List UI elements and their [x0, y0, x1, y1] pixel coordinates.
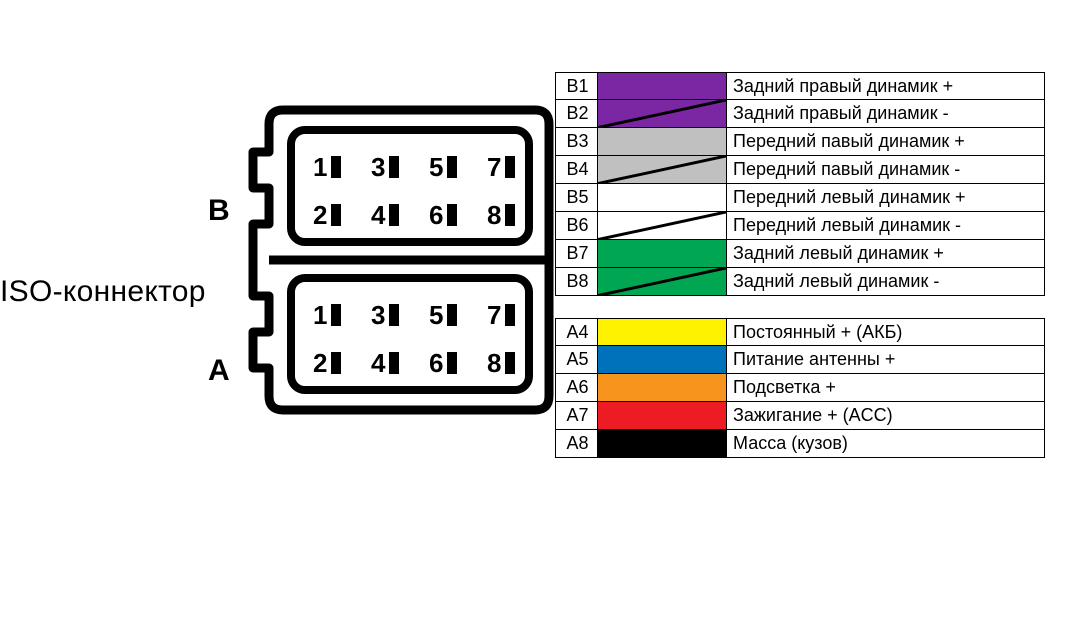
svg-text:6: 6: [429, 348, 443, 378]
legend-row: B4 Передний павый динамик -: [555, 156, 1045, 184]
svg-text:7: 7: [487, 300, 501, 330]
legend-row: B6 Передний левый динамик -: [555, 212, 1045, 240]
svg-text:3: 3: [371, 152, 385, 182]
legend-swatch: [597, 430, 727, 458]
legend-row: B8 Задний левый динамик -: [555, 268, 1045, 296]
legend-description: Задний левый динамик +: [727, 240, 1045, 268]
legend-pin: B3: [555, 128, 597, 156]
legend-pin: B8: [555, 268, 597, 296]
iso-connector-label: ISO-коннектор: [0, 275, 206, 309]
legend-swatch: [597, 184, 727, 212]
legend-pin: B6: [555, 212, 597, 240]
legend-row: A6 Подсветка +: [555, 374, 1045, 402]
legend-swatch: [597, 318, 727, 346]
legend-row: B7 Задний левый динамик +: [555, 240, 1045, 268]
pins-block-b: 1 3 5 7 2 4 6 8: [313, 152, 515, 230]
svg-text:1: 1: [313, 300, 327, 330]
legend-description: Питание антенны +: [727, 346, 1045, 374]
legend-description: Зажигание + (ACC): [727, 402, 1045, 430]
svg-text:6: 6: [429, 200, 443, 230]
legend-swatch: [597, 212, 727, 240]
legend-pin: A4: [555, 318, 597, 346]
legend-description: Задний правый динамик -: [727, 100, 1045, 128]
svg-text:8: 8: [487, 348, 501, 378]
legend-description: Постоянный + (АКБ): [727, 318, 1045, 346]
legend-row: B1 Задний правый динамик +: [555, 72, 1045, 100]
legend-row: A7 Зажигание + (ACC): [555, 402, 1045, 430]
legend-swatch: [597, 72, 727, 100]
legend-pin: A7: [555, 402, 597, 430]
legend-description: Подсветка +: [727, 374, 1045, 402]
legend-swatch: [597, 100, 727, 128]
svg-text:4: 4: [371, 348, 386, 378]
legend-swatch: [597, 268, 727, 296]
legend-swatch: [597, 346, 727, 374]
svg-text:2: 2: [313, 348, 327, 378]
legend-row: B5 Передний левый динамик +: [555, 184, 1045, 212]
legend-pin: B5: [555, 184, 597, 212]
legend-row: B3 Передний павый динамик +: [555, 128, 1045, 156]
legend-pin: A6: [555, 374, 597, 402]
svg-text:8: 8: [487, 200, 501, 230]
svg-text:5: 5: [429, 152, 443, 182]
legend-pin: B2: [555, 100, 597, 128]
legend-swatch: [597, 240, 727, 268]
svg-text:1: 1: [313, 152, 327, 182]
legend-swatch: [597, 128, 727, 156]
legend-description: Передний павый динамик +: [727, 128, 1045, 156]
legend-row: A8 Масса (кузов): [555, 430, 1045, 458]
connector-outline: 1 3 5 7 2 4 6 8 1 3 5 7 2 4 6 8: [247, 100, 557, 420]
legend-swatch: [597, 402, 727, 430]
legend-description: Передний левый динамик -: [727, 212, 1045, 240]
legend-pin: B7: [555, 240, 597, 268]
svg-text:4: 4: [371, 200, 386, 230]
legend-row: B2 Задний правый динамик -: [555, 100, 1045, 128]
legend-swatch: [597, 374, 727, 402]
legend-row: A5 Питание антенны +: [555, 346, 1045, 374]
legend-description: Передний павый динамик -: [727, 156, 1045, 184]
wire-color-legend: B1 Задний правый динамик + B2 Задний правый…: [555, 72, 1045, 458]
legend-pin: A5: [555, 346, 597, 374]
legend-pin: B1: [555, 72, 597, 100]
svg-text:2: 2: [313, 200, 327, 230]
legend-description: Масса (кузов): [727, 430, 1045, 458]
legend-description: Задний правый динамик +: [727, 72, 1045, 100]
legend-pin: A8: [555, 430, 597, 458]
svg-text:7: 7: [487, 152, 501, 182]
legend-description: Задний левый динамик -: [727, 268, 1045, 296]
block-a-label: A: [208, 354, 230, 388]
legend-description: Передний левый динамик +: [727, 184, 1045, 212]
legend-pin: B4: [555, 156, 597, 184]
pins-block-a: 1 3 5 7 2 4 6 8: [313, 300, 515, 378]
legend-row: A4 Постоянный + (АКБ): [555, 318, 1045, 346]
legend-swatch: [597, 156, 727, 184]
svg-text:5: 5: [429, 300, 443, 330]
svg-text:3: 3: [371, 300, 385, 330]
block-b-label: B: [208, 194, 230, 228]
